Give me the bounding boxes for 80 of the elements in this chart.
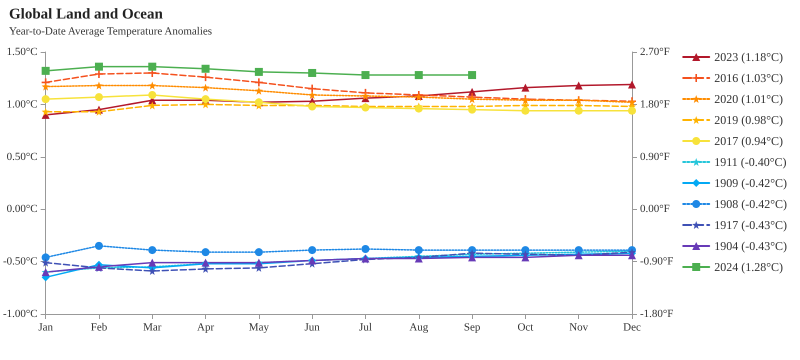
point [42,258,50,267]
point [254,68,263,76]
point [414,71,423,80]
legend-label: 2020 (1.01°C) [714,92,784,106]
x-tick-label: May [248,322,270,334]
chart-subtitle: Year-to-Date Average Temperature Anomalies [9,26,212,38]
x-tick-label: Feb [90,322,108,334]
legend-label: 2017 (0.94°C) [714,134,784,148]
point [94,62,103,71]
point [308,246,316,254]
x-tick-label: Oct [517,322,534,334]
chart-title: Global Land and Ocean [9,6,164,22]
y2-tick-label: -0.90°F [640,256,674,268]
point [42,66,50,75]
x-tick-label: Nov [569,322,589,334]
legend-label: 1908 (-0.42°C) [714,197,788,211]
y2-tick-label: 1.80°F [640,98,670,110]
point [42,253,50,262]
x-tick-label: Dec [623,322,641,334]
point [254,248,263,256]
point [202,64,210,73]
x-tick-label: Aug [409,322,429,334]
y2-tick-label: 2.70°F [640,46,670,58]
point [308,68,316,77]
point [94,242,103,250]
point [148,258,156,267]
point [202,248,210,256]
y-tick-label: -1.00°C [2,308,38,320]
point [361,71,370,80]
y-tick-label: -0.50°C [2,256,38,268]
point [414,104,423,113]
point [42,108,50,116]
y-tick-label: 1.50°C [6,46,38,58]
x-tick-label: Jun [304,322,320,334]
point [202,84,210,92]
point [628,106,636,115]
point [42,95,50,104]
point [94,70,103,78]
point [574,82,583,90]
point [254,78,263,86]
point [148,267,156,276]
point [521,84,530,92]
point [148,82,156,90]
legend-label: 1917 (-0.43°C) [714,218,788,232]
x-tick-label: Jul [359,322,372,334]
x-tick-label: Sep [464,322,481,334]
point [94,93,103,102]
point [308,90,316,99]
point [468,106,476,114]
point [521,106,530,115]
y-tick-label: 1.00°C [6,98,38,110]
point [42,82,50,91]
y-tick-label: 0.00°C [6,203,38,216]
point [628,80,636,88]
legend-label: 2016 (1.03°C) [714,71,784,85]
legend-label: 1909 (-0.42°C) [714,176,788,190]
legend-label: 1911 (-0.40°C) [714,155,787,169]
legend-label: 2024 (1.28°C) [714,260,784,274]
legend-label: 2023 (1.18°C) [714,50,784,64]
x-tick-label: Mar [143,322,162,334]
point [468,71,476,80]
point [148,90,156,99]
point [202,73,210,82]
point [148,101,156,110]
point [574,106,583,115]
x-tick-label: Jan [38,322,54,334]
y-tick-label: 0.50°C [6,150,38,163]
legend-label: 2019 (0.98°C) [714,113,784,127]
point [308,84,316,93]
y2-tick-label: 0.90°F [640,150,670,163]
x-tick-label: Apr [197,322,214,334]
point [254,86,263,95]
y2-tick-label: 0.00°F [640,203,670,216]
point [414,246,423,254]
legend-label: 1904 (-0.43°C) [714,239,788,253]
y2-tick-label: -1.80°F [640,308,674,320]
point [148,62,156,71]
point [94,82,103,90]
point [148,246,156,254]
point [361,245,370,254]
